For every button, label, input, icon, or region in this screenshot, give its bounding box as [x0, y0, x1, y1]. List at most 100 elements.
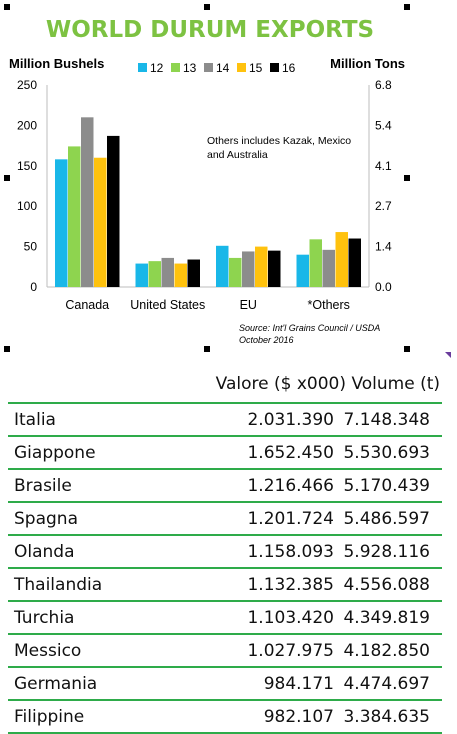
- y-tick-label: 50: [24, 240, 38, 254]
- bar: [348, 238, 361, 287]
- volume-cell: 4.349.819: [343, 608, 430, 628]
- resize-handle-middle-right[interactable]: [404, 175, 410, 181]
- resize-handle-middle-left[interactable]: [4, 175, 10, 181]
- bar: [296, 254, 309, 287]
- y-tick-label: 200: [17, 118, 37, 132]
- legend-swatch: [138, 63, 147, 72]
- y-axis-label-left: Million Bushels: [9, 56, 104, 71]
- y-tick-label: 250: [17, 78, 37, 92]
- resize-handle-top-left[interactable]: [4, 4, 10, 10]
- annotation-line-1: Others includes Kazak, Mexico: [207, 135, 351, 147]
- bar: [135, 263, 148, 287]
- country-cell: Germania: [14, 674, 98, 694]
- source-line-2: October 2016: [239, 335, 294, 345]
- bar: [81, 117, 94, 287]
- bar: [335, 232, 348, 287]
- bar: [174, 263, 187, 287]
- table-row: Turchia 1.103.420 4.349.819: [8, 600, 442, 633]
- exports-table: Valore ($ x000) Volume (t) Italia 2.031.3…: [8, 368, 442, 734]
- volume-cell: 7.148.348: [343, 410, 430, 430]
- resize-handle-top-right[interactable]: [404, 4, 410, 10]
- bar: [322, 249, 335, 287]
- bar: [161, 257, 174, 287]
- volume-cell: 3.384.635: [343, 707, 430, 727]
- y-tick-label: 100: [17, 199, 37, 213]
- table-row: Spagna 1.201.724 5.486.597: [8, 501, 442, 534]
- table-header-row: Valore ($ x000) Volume (t): [8, 368, 442, 402]
- x-tick-label: United States: [130, 298, 205, 312]
- country-cell: Italia: [14, 410, 56, 430]
- source-line-1: Source: Int'l Grains Council / USDA: [239, 323, 380, 333]
- column-header-volume: Volume (t): [351, 374, 440, 394]
- country-cell: Turchia: [14, 608, 75, 628]
- volume-cell: 4.474.697: [343, 674, 430, 694]
- country-cell: Messico: [14, 641, 82, 661]
- bar: [107, 135, 120, 287]
- table-row: Thailandia 1.132.385 4.556.088: [8, 567, 442, 600]
- table-row: Brasile 1.216.466 5.170.439: [8, 468, 442, 501]
- table-row: Giappone 1.652.450 5.530.693: [8, 435, 442, 468]
- y2-tick-label: 1.4: [375, 240, 392, 254]
- y-tick-label: 0: [30, 280, 37, 294]
- volume-cell: 4.556.088: [343, 575, 430, 595]
- bar: [255, 246, 268, 287]
- bar: [187, 259, 200, 287]
- valore-cell: 1.216.466: [247, 476, 334, 496]
- table-row: Germania 984.171 4.474.697: [8, 666, 442, 699]
- valore-cell: 1.132.385: [247, 575, 334, 595]
- bar: [55, 159, 68, 287]
- valore-cell: 1.652.450: [247, 443, 334, 463]
- y2-tick-label: 5.4: [375, 118, 392, 132]
- y2-tick-label: 0.0: [375, 280, 392, 294]
- table-body: Italia 2.031.390 7.148.348 Giappone 1.652.45…: [8, 402, 442, 734]
- bar: [94, 157, 107, 287]
- bar: [148, 261, 161, 287]
- valore-cell: 1.158.093: [247, 542, 334, 562]
- y2-tick-label: 6.8: [375, 78, 392, 92]
- country-cell: Spagna: [14, 509, 78, 529]
- bar: [268, 250, 281, 287]
- volume-cell: 5.486.597: [343, 509, 430, 529]
- valore-cell: 1.103.420: [247, 608, 334, 628]
- volume-cell: 5.530.693: [343, 443, 430, 463]
- chart-title: WORLD DURUM EXPORTS: [46, 17, 374, 43]
- legend-label: 15: [249, 61, 263, 75]
- country-cell: Olanda: [14, 542, 75, 562]
- chart-legend: 12 13 14 15 16: [138, 61, 296, 75]
- legend-swatch: [171, 63, 180, 72]
- legend-label: 16: [282, 61, 296, 75]
- volume-cell: 5.170.439: [343, 476, 430, 496]
- valore-cell: 2.031.390: [247, 410, 334, 430]
- country-cell: Giappone: [14, 443, 96, 463]
- column-header-valore: Valore ($ x000): [215, 374, 346, 394]
- bar-chart: WORLD DURUM EXPORTS Million Bushels Mill…: [9, 17, 405, 345]
- volume-cell: 4.182.850: [343, 641, 430, 661]
- valore-cell: 1.201.724: [247, 509, 334, 529]
- table-row: Italia 2.031.390 7.148.348: [8, 402, 442, 435]
- slide-corner-accent: [445, 352, 451, 358]
- resize-handle-bottom-middle[interactable]: [204, 346, 210, 352]
- country-cell: Thailandia: [14, 575, 103, 595]
- bar: [229, 257, 242, 287]
- y2-tick-label: 2.7: [375, 199, 392, 213]
- legend-label: 14: [216, 61, 230, 75]
- x-tick-label: EU: [240, 298, 257, 312]
- resize-handle-bottom-left[interactable]: [4, 346, 10, 352]
- valore-cell: 984.171: [263, 674, 334, 694]
- bar: [68, 146, 81, 287]
- country-cell: Filippine: [14, 707, 85, 727]
- country-cell: Brasile: [14, 476, 72, 496]
- y-axis-label-right: Million Tons: [330, 56, 405, 71]
- chart-panel: WORLD DURUM EXPORTS Million Bushels Mill…: [4, 4, 410, 352]
- bar: [242, 251, 255, 287]
- legend-swatch: [204, 63, 213, 72]
- resize-handle-top-middle[interactable]: [204, 4, 210, 10]
- annotation-line-2: and Australia: [207, 149, 268, 161]
- bar: [216, 245, 229, 287]
- x-tick-label: *Others: [308, 298, 350, 312]
- legend-label: 13: [183, 61, 197, 75]
- plot-area: 0 50 100 150 200 250 0.0 1.4 2.7 4.1 5.4 6.8 Canada U…: [17, 78, 392, 312]
- resize-handle-bottom-right[interactable]: [404, 346, 410, 352]
- valore-cell: 1.027.975: [247, 641, 334, 661]
- table-row: Filippine 982.107 3.384.635: [8, 699, 442, 734]
